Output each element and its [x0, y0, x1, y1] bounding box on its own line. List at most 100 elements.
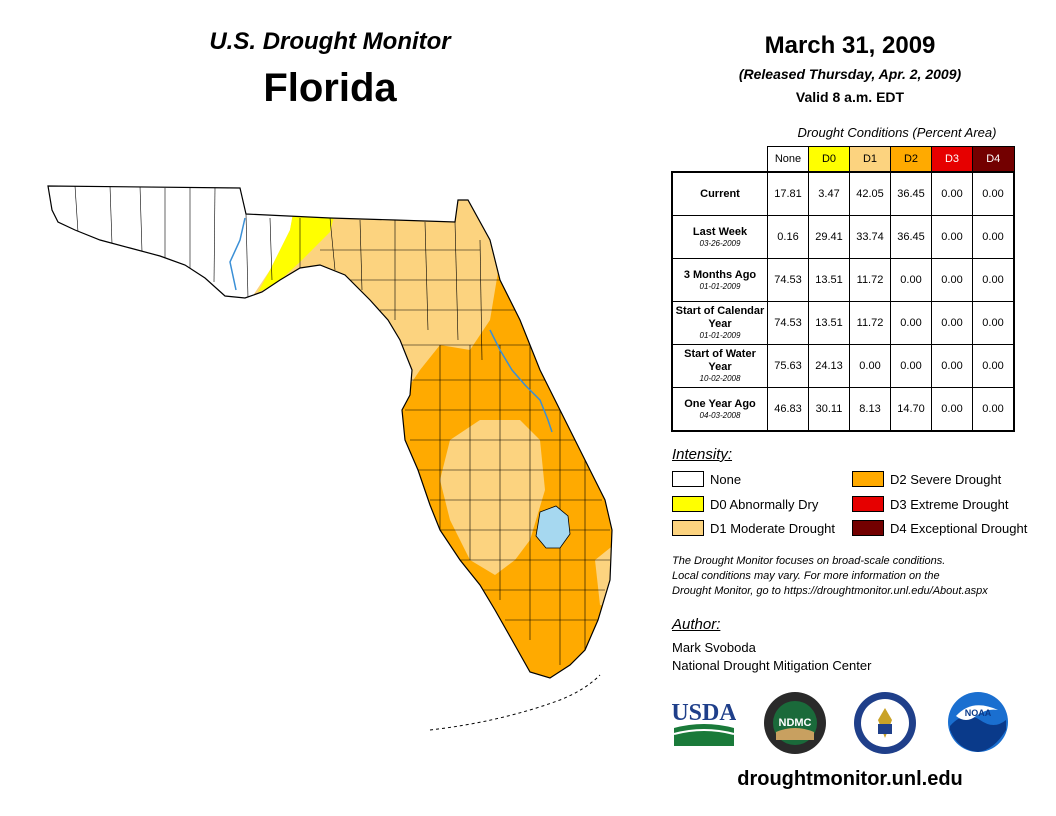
table-cell: 0.16 — [767, 215, 809, 259]
note-line: The Drought Monitor focuses on broad-sca… — [672, 555, 946, 567]
table-cell: 0.00 — [890, 344, 932, 388]
table-cell: 36.45 — [890, 171, 932, 216]
legend-label: D1 Moderate Drought — [710, 520, 836, 536]
legend-item-d0: D0 Abnormally Dry — [672, 495, 818, 513]
table-cell: 0.00 — [972, 215, 1015, 259]
legend-item-d3: D3 Extreme Drought — [852, 495, 1009, 513]
table-row: Current 17.81 3.47 42.05 36.45 0.00 0.00 — [671, 171, 1015, 216]
map-date: March 31, 2009 — [764, 32, 936, 59]
legend-swatch — [672, 471, 704, 487]
row-label: 3 Months Ago — [683, 268, 757, 281]
legend-swatch — [852, 520, 884, 536]
author-title: Author: — [672, 616, 721, 633]
row-date: 01-01-2009 — [699, 331, 741, 340]
table-cell: 14.70 — [890, 387, 932, 432]
table-cell: 0.00 — [931, 258, 973, 302]
table-cell: 3.47 — [808, 171, 850, 216]
col-none: None — [767, 146, 809, 173]
apalachicola-river — [229, 217, 246, 291]
row-label: Start of Calendar Year — [675, 305, 765, 330]
florida-drought-map — [47, 185, 613, 731]
valid-time: Valid 8 a.m. EDT — [795, 89, 905, 105]
table-cell: 0.00 — [890, 301, 932, 345]
table-cell: 0.00 — [972, 171, 1015, 216]
legend-swatch — [672, 520, 704, 536]
table-row: Start of Calendar Year 01-01-2009 74.53 13.… — [671, 301, 1015, 345]
table-header-row: None D0 D1 D2 D3 D4 — [672, 146, 1015, 173]
ndmc-logo: NDMC — [764, 692, 826, 754]
table-cell: 0.00 — [890, 258, 932, 302]
table-cell: 42.05 — [849, 171, 891, 216]
usda-logo-text: USDA — [672, 700, 736, 726]
state-title: Florida — [263, 66, 397, 110]
row-date: 03-26-2009 — [699, 238, 741, 248]
table-body: Current 17.81 3.47 42.05 36.45 0.00 0.00 Last W… — [671, 171, 1015, 432]
ndmc-logo-text: NDMC — [779, 717, 812, 729]
table-cell: 0.00 — [972, 387, 1015, 432]
site-url[interactable]: droughtmonitor.unl.edu — [737, 768, 963, 790]
legend-item-d4: D4 Exceptional Drought — [852, 519, 1027, 537]
row-label: Current — [700, 187, 740, 200]
table-cell: 0.00 — [931, 171, 973, 216]
col-d4: D4 — [972, 146, 1015, 173]
legend-swatch — [672, 496, 704, 512]
row-header: Last Week 03-26-2009 — [671, 215, 768, 259]
legend-item-none: None — [672, 470, 741, 488]
legend-label: D3 Extreme Drought — [890, 496, 1009, 512]
row-date: 04-03-2008 — [699, 410, 741, 420]
table-cell: 46.83 — [767, 387, 809, 432]
commerce-seal — [854, 692, 916, 754]
table-cell: 29.41 — [808, 215, 850, 259]
legend-item-d2: D2 Severe Drought — [852, 470, 1001, 488]
row-header: Current — [671, 171, 768, 216]
legend-label: None — [710, 471, 742, 487]
monitor-title: U.S. Drought Monitor — [209, 28, 451, 55]
col-d2: D2 — [890, 146, 932, 173]
noaa-logo: NOAA — [948, 692, 1008, 752]
table-cell: 0.00 — [972, 344, 1015, 388]
table-cell: 0.00 — [931, 344, 973, 388]
state-outline — [47, 185, 613, 679]
table-cell: 75.63 — [767, 344, 809, 388]
none-region — [48, 186, 300, 300]
col-d0: D0 — [808, 146, 850, 173]
author-org: National Drought Mitigation Center — [672, 658, 872, 673]
florida-keys — [429, 674, 601, 731]
table-cell: 0.00 — [972, 258, 1015, 302]
usda-logo: USDA — [672, 700, 736, 746]
row-header: Start of Water Year 10-02-2008 — [671, 344, 768, 388]
table-row: Start of Water Year 10-02-2008 75.63 24.13 0… — [671, 344, 1015, 388]
author-name: Mark Svoboda — [672, 640, 756, 655]
drought-conditions-table: None D0 D1 D2 D3 D4 Current 17.81 3.47 42.0… — [671, 146, 1015, 432]
row-label: One Year Ago — [684, 397, 756, 410]
table-row: One Year Ago 04-03-2008 46.83 30.11 8.13 14.7… — [671, 387, 1015, 432]
table-cell: 0.00 — [931, 387, 973, 432]
note-line: Local conditions may vary. For more info… — [672, 570, 940, 582]
table-cell: 0.00 — [972, 301, 1015, 345]
lake-okeechobee — [535, 505, 571, 549]
table-row: 3 Months Ago 01-01-2009 74.53 13.51 11.72 0.0… — [671, 258, 1015, 302]
table-cell: 13.51 — [808, 258, 850, 302]
legend-item-d1: D1 Moderate Drought — [672, 519, 835, 537]
col-d1: D1 — [849, 146, 891, 173]
table-cell: 36.45 — [890, 215, 932, 259]
legend-label: D0 Abnormally Dry — [710, 496, 819, 512]
row-label: Start of Water Year — [684, 348, 756, 373]
row-header: Start of Calendar Year 01-01-2009 — [671, 301, 768, 345]
table-corner — [672, 147, 768, 173]
d1-southeast-region — [595, 540, 612, 610]
noaa-logo-text: NOAA — [965, 708, 992, 718]
legend-swatch — [852, 471, 884, 487]
col-d3: D3 — [931, 146, 973, 173]
table-cell: 13.51 — [808, 301, 850, 345]
row-header: 3 Months Ago 01-01-2009 — [671, 258, 768, 302]
legend-title: Intensity: — [672, 446, 733, 463]
row-date: 01-01-2009 — [699, 281, 741, 291]
d1-inland-region — [440, 420, 545, 575]
eagle-seal-icon — [878, 708, 892, 738]
table-cell: 33.74 — [849, 215, 891, 259]
table-cell: 8.13 — [849, 387, 891, 432]
table-cell: 30.11 — [808, 387, 850, 432]
legend-label: D4 Exceptional Drought — [890, 520, 1028, 536]
table-cell: 74.53 — [767, 258, 809, 302]
